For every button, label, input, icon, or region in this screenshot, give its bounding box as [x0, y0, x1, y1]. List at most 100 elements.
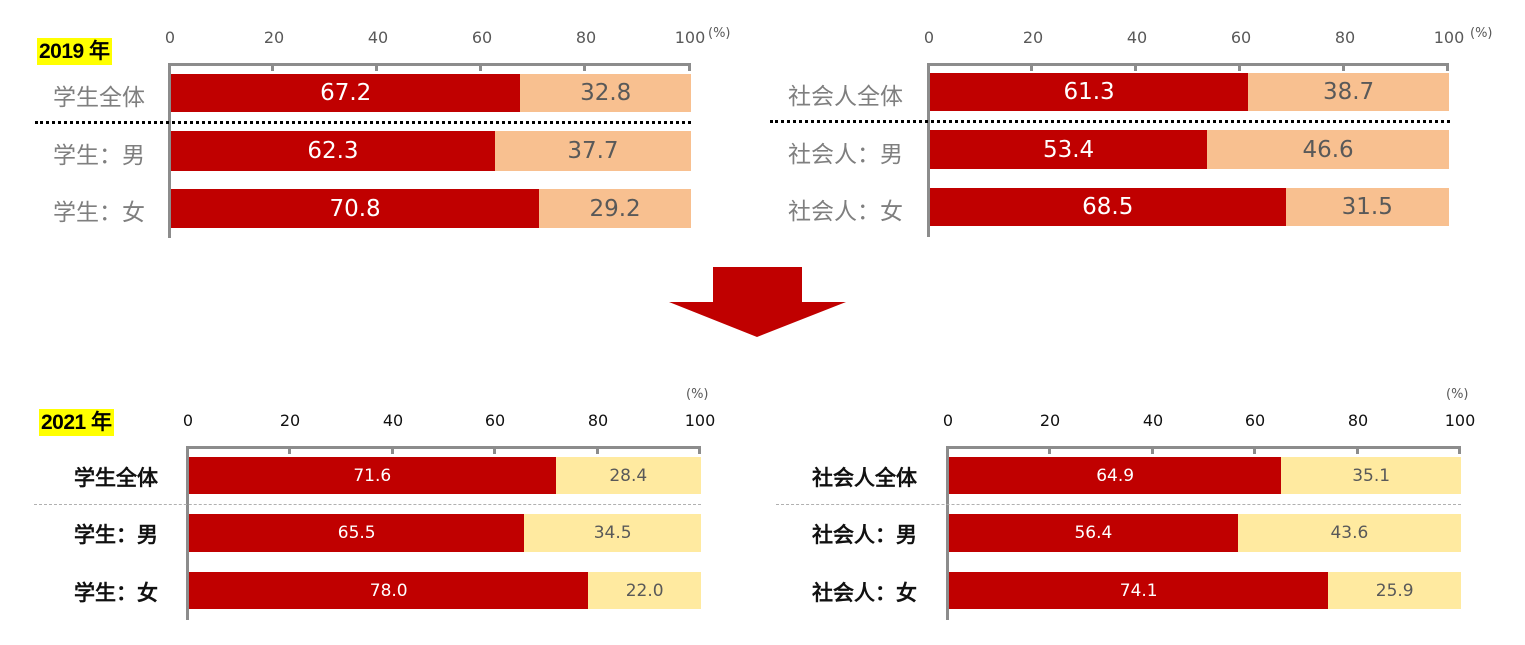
bar-row: 74.1 25.9 [949, 572, 1461, 609]
axis-tick [288, 446, 291, 454]
bar-segment-secondary: 46.6 [1207, 130, 1449, 169]
axis-tick [1458, 446, 1461, 454]
bar-segment-secondary: 35.1 [1281, 457, 1461, 494]
axis-tick [1446, 63, 1449, 71]
bar-row: 61.3 38.7 [930, 73, 1449, 111]
row-label: 学生：男 [74, 523, 158, 547]
tick-label: 80 [1334, 28, 1356, 47]
axis-tick [271, 63, 274, 71]
row-label: 社会人：男 [812, 523, 917, 547]
axis-tick [493, 446, 496, 454]
tick-label: 80 [1347, 411, 1369, 430]
bar-row: 53.4 46.6 [930, 130, 1449, 169]
bar-row: 65.5 34.5 [189, 514, 701, 552]
down-arrow-icon [669, 267, 846, 337]
y-axis [927, 63, 930, 237]
tick-label: 40 [1126, 28, 1148, 47]
axis-tick [1253, 446, 1256, 454]
bar-row: 64.9 35.1 [949, 457, 1461, 494]
bar-segment-primary: 74.1 [949, 572, 1329, 609]
tick-label: 100 [1433, 28, 1465, 47]
row-label: 学生全体 [53, 85, 145, 111]
bar-segment-primary: 78.0 [189, 572, 589, 609]
bar-row: 78.0 22.0 [189, 572, 701, 609]
row-label: 学生全体 [74, 466, 158, 490]
axis-tick [1238, 63, 1241, 71]
axis-tick [1356, 446, 1359, 454]
bar-segment-secondary: 31.5 [1285, 188, 1449, 226]
bar-segment-secondary: 37.7 [494, 131, 691, 171]
x-axis [186, 446, 701, 449]
bar-segment-primary: 56.4 [949, 514, 1238, 552]
axis-tick [479, 63, 482, 71]
bar-row: 68.5 31.5 [930, 188, 1449, 226]
tick-label: 0 [942, 411, 954, 430]
unit-label: (%) [1470, 26, 1493, 41]
tick-label: 80 [575, 28, 597, 47]
bar-row: 62.3 37.7 [171, 131, 691, 171]
unit-label: (%) [708, 26, 731, 41]
tick-label: 60 [1244, 411, 1266, 430]
bar-segment-secondary: 28.4 [555, 457, 701, 494]
tick-label: 60 [471, 28, 493, 47]
bar-segment-primary: 65.5 [189, 514, 525, 552]
tick-label: 20 [279, 411, 301, 430]
row-label: 社会人：女 [812, 581, 917, 605]
tick-label: 20 [1022, 28, 1044, 47]
unit-label: (%) [1446, 387, 1469, 402]
tick-label: 0 [164, 28, 176, 47]
bar-segment-primary: 71.6 [189, 457, 556, 494]
bar-row: 56.4 43.6 [949, 514, 1461, 552]
tick-label: 100 [674, 28, 706, 47]
axis-tick [583, 63, 586, 71]
axis-tick [698, 446, 701, 454]
axis-tick [596, 446, 599, 454]
bar-segment-secondary: 29.2 [539, 189, 691, 228]
axis-tick [1134, 63, 1137, 71]
tick-label: 40 [1142, 411, 1164, 430]
bar-row: 71.6 28.4 [189, 457, 701, 494]
tick-label: 20 [1039, 411, 1061, 430]
bar-segment-secondary: 32.8 [520, 74, 691, 112]
bar-segment-secondary: 22.0 [588, 572, 701, 609]
row-label: 社会人：男 [788, 142, 903, 168]
axis-tick [391, 446, 394, 454]
axis-tick [1048, 446, 1051, 454]
bar-row: 70.8 29.2 [171, 189, 691, 228]
dotted-separator [770, 120, 1450, 123]
row-label: 社会人：女 [788, 199, 903, 225]
axis-tick [688, 63, 691, 71]
x-axis [168, 63, 691, 66]
bar-segment-primary: 62.3 [171, 131, 495, 171]
year-label-2021: 2021 年 [39, 409, 114, 436]
row-label: 社会人全体 [812, 466, 917, 490]
row-label: 学生：女 [53, 200, 145, 226]
dashed-separator [776, 504, 1461, 505]
axis-tick [1030, 63, 1033, 71]
bar-segment-secondary: 34.5 [524, 514, 701, 552]
tick-label: 20 [263, 28, 285, 47]
bar-segment-primary: 68.5 [930, 188, 1286, 226]
row-label: 学生：男 [53, 143, 145, 169]
bar-segment-primary: 64.9 [949, 457, 1282, 494]
tick-label: 40 [382, 411, 404, 430]
y-axis [946, 446, 949, 620]
dotted-separator [35, 121, 691, 124]
tick-label: 40 [367, 28, 389, 47]
x-axis [927, 63, 1449, 66]
bar-segment-secondary: 25.9 [1328, 572, 1461, 609]
row-label: 社会人全体 [788, 84, 903, 110]
bar-segment-primary: 53.4 [930, 130, 1208, 169]
year-label-2019: 2019 年 [37, 38, 112, 65]
bar-segment-primary: 61.3 [930, 73, 1249, 111]
tick-label: 100 [1444, 411, 1476, 430]
unit-label: (%) [686, 387, 709, 402]
axis-tick [375, 63, 378, 71]
bar-segment-primary: 67.2 [171, 74, 521, 112]
tick-label: 100 [684, 411, 716, 430]
tick-label: 0 [182, 411, 194, 430]
x-axis [946, 446, 1461, 449]
bar-segment-secondary: 38.7 [1248, 73, 1449, 111]
bar-row: 67.2 32.8 [171, 74, 691, 112]
tick-label: 80 [587, 411, 609, 430]
